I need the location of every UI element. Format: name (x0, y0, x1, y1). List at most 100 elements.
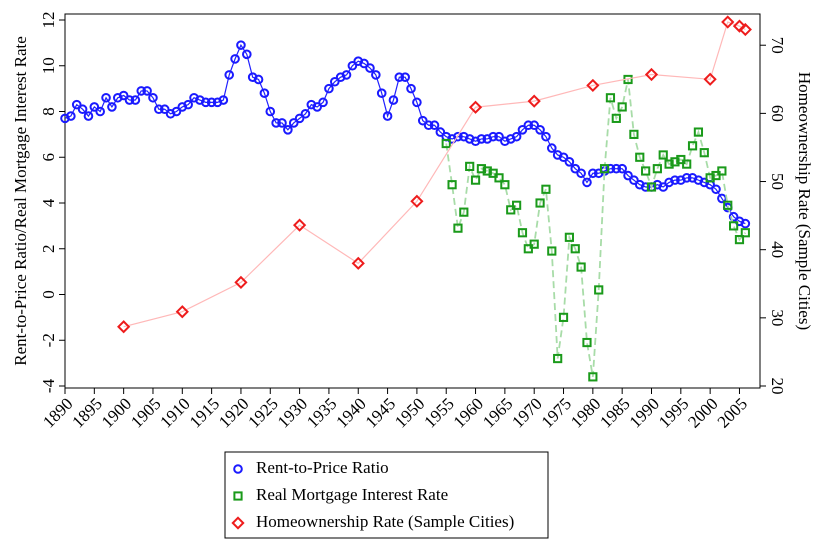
x-tick-label: 1890 (39, 394, 76, 431)
data-point (705, 173, 715, 183)
data-point (417, 115, 428, 126)
data-point (288, 118, 299, 128)
data-point (136, 86, 147, 96)
legend-label: Homeownership Rate (Sample Cities) (256, 512, 514, 531)
data-point (605, 93, 616, 103)
data-point (154, 104, 164, 115)
data-point (629, 175, 639, 185)
data-point (693, 127, 704, 137)
data-point (277, 118, 287, 128)
y2-tick-label: 40 (768, 241, 787, 258)
data-point (517, 228, 528, 238)
x-tick-label: 1965 (479, 394, 516, 431)
data-point (699, 148, 709, 158)
data-point (218, 95, 229, 105)
data-point (664, 159, 674, 169)
data-point (341, 70, 352, 80)
data-point (711, 184, 721, 195)
x-tick-label: 1920 (215, 394, 252, 431)
y2-tick-label: 70 (768, 37, 787, 54)
data-point (599, 164, 610, 174)
data-point (570, 244, 580, 254)
data-point (236, 40, 246, 50)
data-point (588, 372, 598, 382)
data-point (570, 163, 581, 174)
data-point (564, 157, 575, 167)
data-point (723, 200, 733, 210)
data-point (470, 175, 481, 185)
x-tick-label: 1905 (127, 394, 164, 431)
data-point (294, 113, 305, 124)
data-point (400, 72, 410, 82)
data-point (586, 78, 600, 93)
data-point (324, 83, 334, 94)
x-tick-label: 1915 (186, 394, 223, 431)
y-tick-label: 8 (39, 107, 58, 116)
data-point (148, 92, 158, 103)
data-point (107, 102, 117, 112)
data-point (582, 337, 592, 348)
data-point (511, 131, 522, 142)
data-point (558, 152, 569, 163)
data-point (142, 86, 152, 96)
data-point (101, 92, 111, 103)
data-point (429, 120, 440, 131)
data-point (66, 111, 76, 121)
data-point (200, 97, 211, 108)
x-tick-label: 1935 (303, 394, 340, 431)
y-tick-label: 12 (39, 12, 58, 29)
data-point (717, 166, 727, 176)
data-point (423, 120, 434, 131)
data-point (527, 94, 541, 108)
data-point (652, 164, 662, 174)
data-point (117, 320, 131, 334)
data-point (77, 104, 88, 115)
data-point (453, 131, 463, 142)
data-point (476, 134, 487, 144)
data-point (687, 141, 698, 151)
data-point (371, 70, 381, 80)
data-point (617, 163, 627, 174)
data-point (130, 95, 141, 105)
data-point (546, 143, 557, 153)
data-point (71, 99, 82, 110)
data-point (175, 305, 189, 319)
data-point (732, 19, 747, 33)
data-point (738, 22, 752, 37)
y2-tick-label: 30 (768, 309, 787, 326)
y2-axis-label: Homeownership Rate (Sample Cities) (795, 72, 814, 330)
series-line (123, 21, 746, 328)
data-point (740, 228, 750, 238)
data-point (670, 175, 680, 185)
x-tick-label: 1980 (567, 394, 604, 431)
legend-label: Rent-to-Price Ratio (256, 458, 389, 477)
data-point (83, 111, 94, 121)
data-point (347, 60, 358, 71)
data-point (541, 131, 551, 142)
data-point (394, 72, 405, 82)
data-point (410, 194, 424, 208)
data-point (740, 218, 751, 229)
x-tick-label: 2005 (714, 394, 751, 431)
plot-frame (64, 13, 761, 389)
data-point (641, 166, 651, 176)
data-point (271, 118, 281, 128)
data-point (529, 120, 539, 131)
y-tick-label: 2 (39, 245, 58, 254)
data-point (721, 15, 735, 29)
x-tick-label: 1900 (98, 394, 135, 431)
y-tick-label: -2 (39, 333, 58, 347)
x-tick-label: 1995 (655, 394, 692, 431)
data-point (171, 106, 182, 117)
data-point (640, 182, 651, 192)
y2-tick-label: 60 (768, 105, 787, 122)
data-point (459, 207, 469, 217)
data-point (729, 221, 739, 231)
legend-marker (231, 516, 245, 530)
data-point (611, 163, 622, 174)
data-point (553, 353, 563, 364)
data-point (582, 177, 592, 188)
data-point (234, 275, 248, 290)
